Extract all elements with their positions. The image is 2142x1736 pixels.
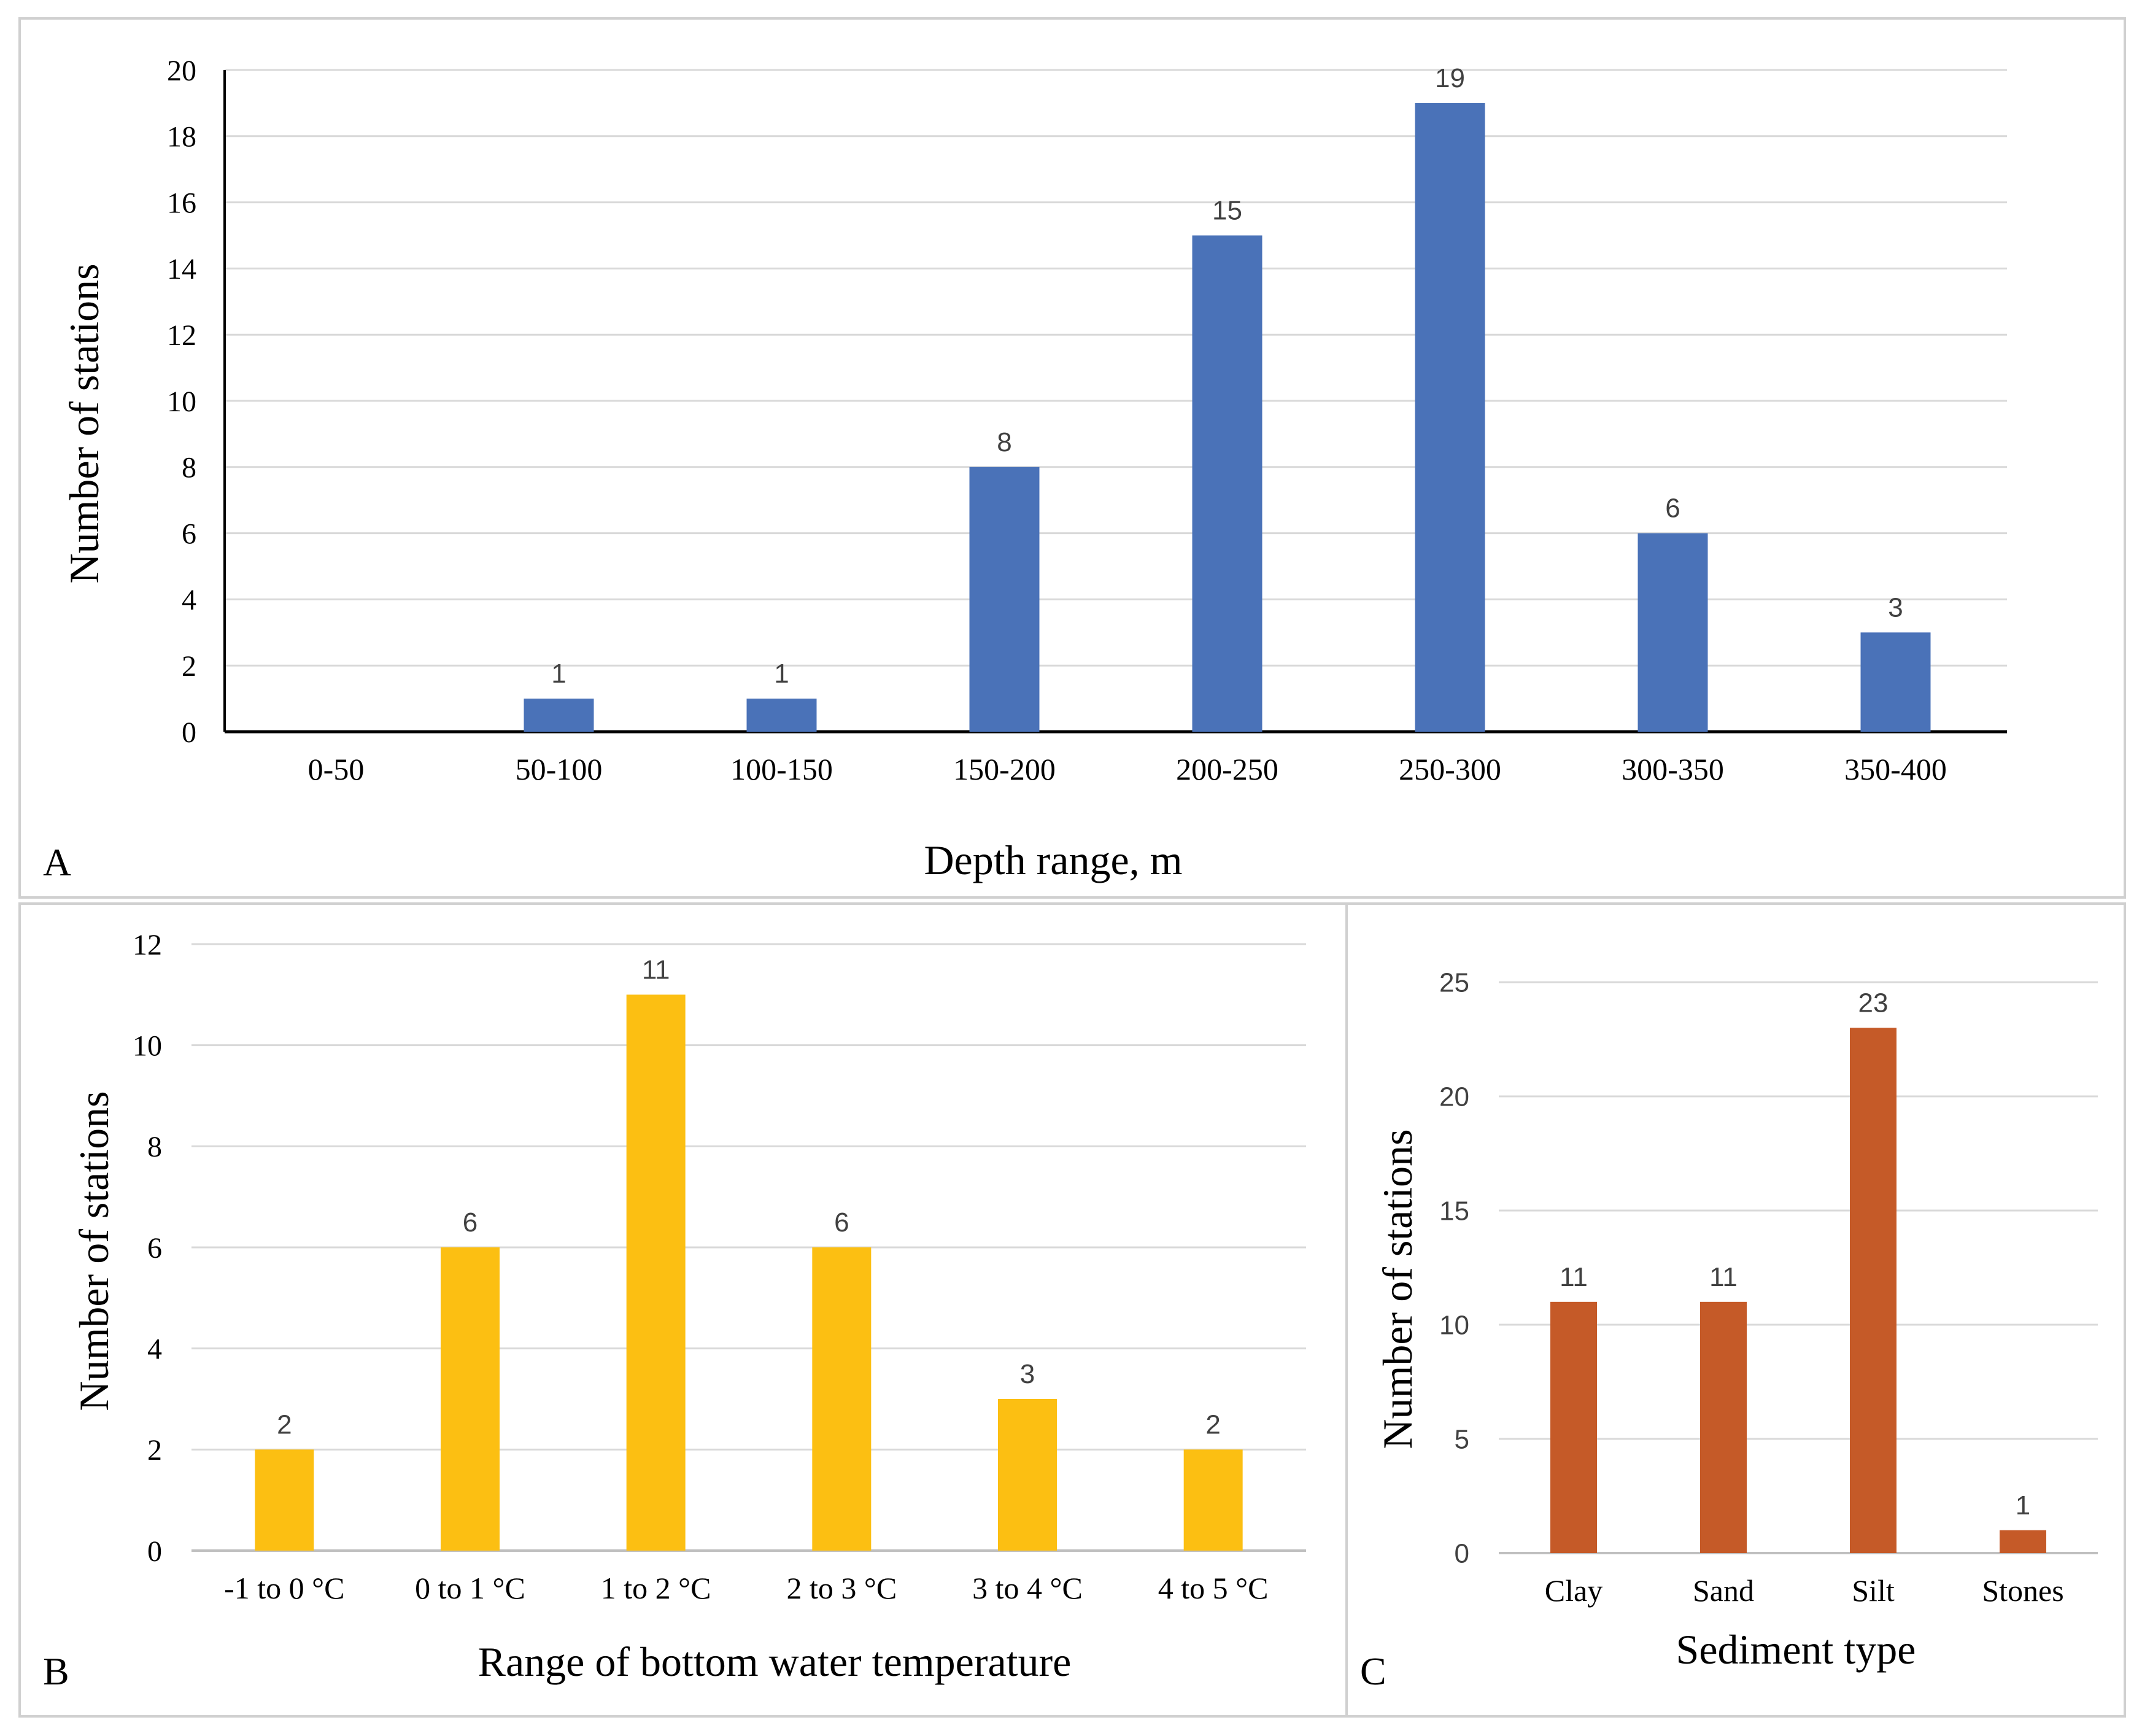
panel-b-data-label: 3 bbox=[1020, 1359, 1035, 1389]
panel-a-x-tick-label: 150-200 bbox=[953, 752, 1056, 786]
panel-c-bar bbox=[2000, 1530, 2046, 1553]
panel-b-bar bbox=[441, 1247, 500, 1551]
panel-a-x-tick-label: 50-100 bbox=[516, 752, 603, 786]
panel-b-y-axis-title: Number of stations bbox=[71, 1091, 117, 1411]
panel-b-x-axis-title: Range of bottom water temperature bbox=[478, 1638, 1072, 1685]
panel-c-y-tick-label: 25 bbox=[1439, 967, 1469, 998]
panel-a-x-tick-label: 250-300 bbox=[1399, 752, 1501, 786]
panel-c-x-tick-label: Sand bbox=[1693, 1573, 1754, 1608]
panel-b-data-label: 11 bbox=[642, 955, 670, 985]
panel-c-data-label: 1 bbox=[2016, 1490, 2030, 1521]
panel-c-x-axis-title: Sediment type bbox=[1676, 1626, 1916, 1673]
panel-c-bar bbox=[1850, 1028, 1896, 1553]
panel-a-x-tick-label: 300-350 bbox=[1622, 752, 1724, 786]
panel-a-bar bbox=[1192, 235, 1262, 732]
panel-b-x-tick-label: 4 to 5 °C bbox=[1158, 1571, 1269, 1605]
panel-a-x-tick-label: 200-250 bbox=[1176, 752, 1278, 786]
panel-b-data-label: 6 bbox=[463, 1207, 478, 1238]
panel-a-letter: A bbox=[43, 840, 71, 884]
panel-a-data-label: 15 bbox=[1212, 196, 1242, 226]
panel-a-y-axis-title: Number of stations bbox=[61, 263, 107, 583]
panel-b-y-tick-label: 6 bbox=[147, 1232, 162, 1265]
panel-a-y-tick-label: 6 bbox=[182, 517, 196, 550]
panel-c-x-tick-label: Stones bbox=[1982, 1573, 2063, 1608]
panel-c-border bbox=[1345, 902, 2126, 1718]
panel-b-y-tick-label: 0 bbox=[147, 1535, 162, 1568]
panel-b-bar bbox=[255, 1449, 314, 1551]
panel-b-bar bbox=[1183, 1449, 1243, 1551]
panel-b-x-tick-label: 0 to 1 °C bbox=[415, 1571, 525, 1605]
panel-a-y-tick-label: 12 bbox=[167, 319, 196, 352]
panel-a-border bbox=[18, 17, 2126, 899]
panel-b-x-tick-label: -1 to 0 °C bbox=[224, 1571, 344, 1605]
panel-b-y-tick-label: 12 bbox=[133, 929, 162, 961]
panel-b-bar bbox=[626, 994, 686, 1551]
panel-c-y-tick-label: 20 bbox=[1439, 1082, 1469, 1112]
panel-c-data-label: 11 bbox=[1560, 1262, 1588, 1292]
panel-a-x-tick-label: 0-50 bbox=[308, 752, 365, 786]
panel-a-bar bbox=[524, 699, 594, 732]
sediment-type-chart: 0 5 10 15 20 25 11 Clay 11 Sand 23 Silt 1 Stones bbox=[1439, 967, 2098, 1608]
panel-a-bar bbox=[969, 467, 1040, 732]
panel-b-data-label: 6 bbox=[834, 1207, 849, 1238]
panel-c-y-tick-label: 10 bbox=[1439, 1310, 1469, 1340]
panel-c-y-tick-label: 0 bbox=[1455, 1538, 1469, 1568]
panel-a-data-label: 3 bbox=[1888, 592, 1903, 622]
panel-a-bar bbox=[1637, 533, 1708, 732]
panel-c-bar bbox=[1700, 1301, 1747, 1553]
panel-b-x-tick-label: 2 to 3 °C bbox=[786, 1571, 897, 1605]
panel-c-x-tick-label: Clay bbox=[1545, 1573, 1603, 1608]
panel-a-y-tick-label: 2 bbox=[182, 650, 196, 683]
panel-b-x-tick-label: 3 to 4 °C bbox=[972, 1571, 1083, 1605]
panel-a-y-tick-label: 14 bbox=[167, 253, 196, 285]
panel-b-y-tick-label: 2 bbox=[147, 1434, 162, 1467]
panel-b-y-tick-label: 8 bbox=[147, 1131, 162, 1163]
panel-b-letter: B bbox=[43, 1649, 69, 1693]
panel-a-data-label: 6 bbox=[1665, 494, 1680, 524]
panel-a-y-tick-label: 0 bbox=[182, 716, 196, 749]
temperature-range-chart: 0 2 4 6 8 10 12 2 -1 to 0 °C 6 0 to 1 °C 11 1 to 2 °… bbox=[133, 929, 1306, 1605]
panel-a-y-tick-label: 4 bbox=[182, 584, 196, 616]
panel-c-x-tick-label: Silt bbox=[1852, 1573, 1895, 1608]
panel-a-x-tick-label: 350-400 bbox=[1844, 752, 1947, 786]
panel-b-x-tick-label: 1 to 2 °C bbox=[601, 1571, 711, 1605]
panel-c-y-axis-title: Number of stations bbox=[1374, 1129, 1421, 1449]
panel-a-data-label: 8 bbox=[997, 427, 1011, 457]
panel-a-y-tick-label: 16 bbox=[167, 187, 196, 219]
panel-a-bar bbox=[746, 699, 817, 732]
panel-b-y-tick-label: 4 bbox=[147, 1333, 162, 1365]
panel-c-data-label: 11 bbox=[1709, 1262, 1738, 1292]
panel-a-data-label: 19 bbox=[1435, 63, 1465, 93]
panel-c-y-tick-label: 5 bbox=[1455, 1424, 1469, 1454]
panel-a-bar bbox=[1415, 103, 1485, 732]
panel-a-y-tick-label: 18 bbox=[167, 121, 196, 153]
panel-b-data-label: 2 bbox=[277, 1409, 292, 1440]
panel-b-bar bbox=[812, 1247, 872, 1551]
panel-a-data-label: 1 bbox=[774, 659, 789, 689]
panel-a-data-label: 1 bbox=[551, 659, 566, 689]
panel-b-data-label: 2 bbox=[1205, 1409, 1220, 1440]
panel-a-x-tick-label: 100-150 bbox=[730, 752, 833, 786]
panel-a-y-tick-label: 10 bbox=[167, 386, 196, 418]
panel-c-bar bbox=[1550, 1301, 1597, 1553]
panel-c-data-label: 23 bbox=[1858, 988, 1889, 1018]
panel-c-letter: C bbox=[1360, 1649, 1386, 1693]
panel-a-x-axis-title: Depth range, m bbox=[924, 837, 1182, 883]
depth-range-chart: 0 2 4 6 8 10 12 14 16 18 20 0-50 1 50-100 1 100-150 8 150… bbox=[167, 55, 2007, 786]
panel-a-y-tick-label: 8 bbox=[182, 452, 196, 484]
panel-a-y-tick-label: 20 bbox=[167, 55, 196, 87]
panel-b-y-tick-label: 10 bbox=[133, 1029, 162, 1062]
panel-b-bar bbox=[998, 1399, 1057, 1551]
panel-a-bar bbox=[1860, 632, 1931, 732]
panel-c-y-tick-label: 15 bbox=[1439, 1196, 1469, 1226]
